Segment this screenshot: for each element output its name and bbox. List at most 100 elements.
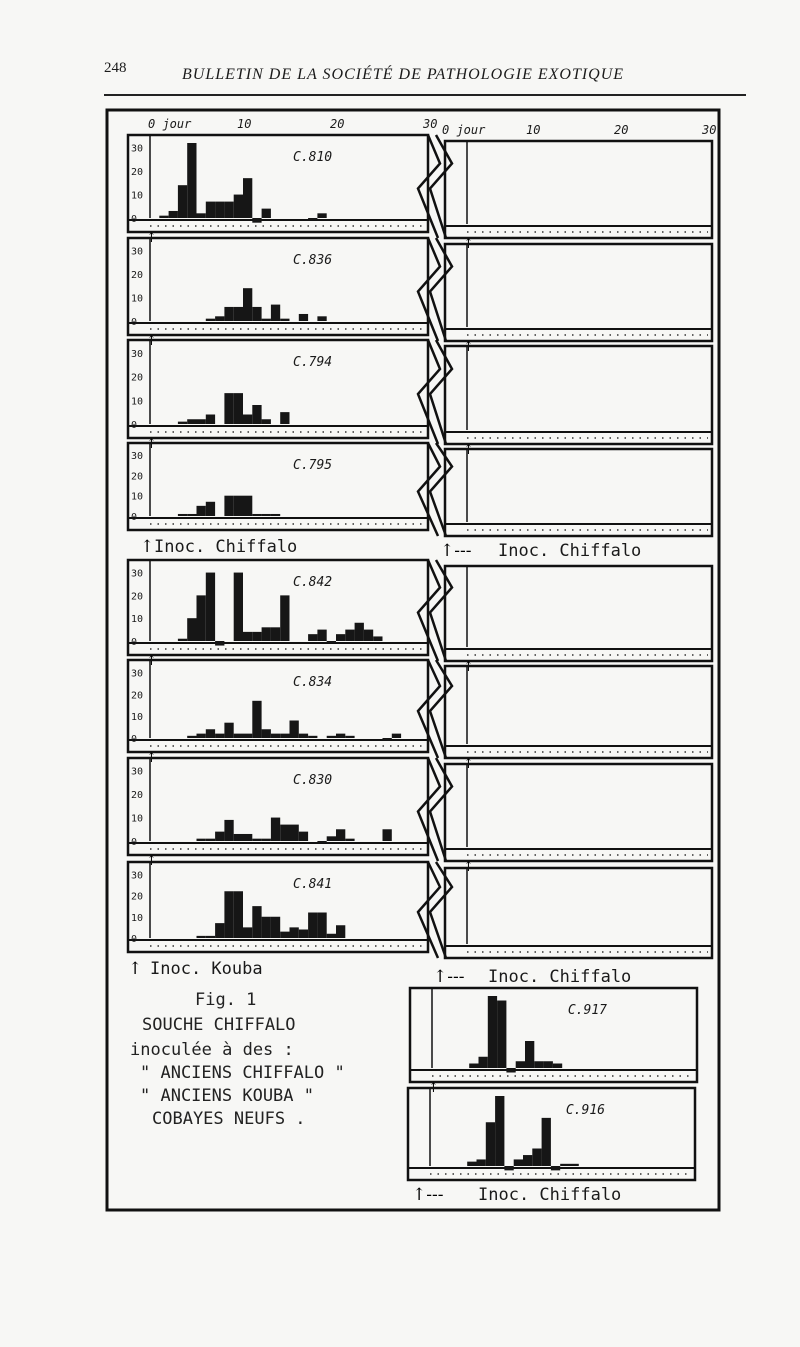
y-tick-30: 30: [131, 668, 143, 679]
panel-right-empty-7: ↑: [443, 762, 714, 875]
bar-C.794-day-6: [205, 414, 216, 424]
y-tick-20: 20: [131, 270, 143, 281]
bar-C.841-day-14: [280, 931, 290, 938]
y-tick-30: 30: [131, 144, 143, 155]
y-tick-0: 0: [131, 837, 137, 848]
bar-C.916-day-10: [523, 1155, 533, 1166]
axis-break-zigzag: [416, 134, 442, 239]
y-tick-10: 10: [131, 614, 143, 625]
inoculation-arrow-icon: ↑: [146, 654, 157, 669]
bar-C.834-day-15: [289, 720, 299, 738]
right-x-header-tick-10: 10: [526, 123, 540, 137]
bar-C.810-day-3: [177, 185, 188, 218]
axis-break-zigzag: [428, 559, 454, 662]
bar-C.842-day-18: [317, 629, 327, 641]
axis-break-zigzag: [416, 659, 442, 759]
caption-line-1: SOUCHE CHIFFALO: [142, 1015, 296, 1035]
bar-C.830-day-19: [326, 836, 336, 841]
bar-C.794-day-9: [233, 393, 243, 424]
bar-C.842-day-12: [261, 627, 271, 641]
bar-C.810-day-4: [187, 143, 197, 218]
panel-right-empty-1: ↑: [443, 139, 714, 252]
y-tick-10: 10: [131, 191, 143, 202]
arrow-dashed-icon: ↑---: [440, 541, 471, 561]
panel-border: [443, 139, 714, 240]
bar-C.795-day-8: [224, 495, 234, 516]
bar-C.842-day-21: [345, 629, 355, 641]
panel-border: [126, 558, 430, 657]
panel-border: [443, 664, 714, 760]
bar-C.842-day-9: [233, 572, 243, 641]
panel-border: [443, 344, 714, 446]
bar-C.917-day-10: [525, 1041, 535, 1068]
panel-border: [126, 658, 430, 754]
bar-C.842-day-17: [308, 634, 318, 641]
arrow-dashed-icon: ↑---: [412, 1185, 443, 1205]
running-head: BULLETIN DE LA SOCIÉTÉ DE PATHOLOGIE EXO…: [182, 66, 625, 83]
bar-C.834-day-21: [345, 735, 355, 738]
panel-C.836: 30 20 10 0 C.836 ↑: [126, 236, 430, 349]
chart-label: C.836: [293, 253, 332, 268]
y-tick-10: 10: [131, 712, 143, 723]
bar-C.830-day-25: [382, 829, 392, 841]
bar-C.841-day-20: [336, 925, 346, 938]
bar-C.830-day-15: [289, 824, 299, 841]
bar-C.916-day-11: [532, 1148, 542, 1166]
bar-C.794-day-11: [252, 405, 262, 424]
y-tick-10: 10: [131, 294, 143, 305]
bar-C.794-day-3: [177, 421, 188, 424]
arrow-icon: ↑: [140, 537, 154, 557]
y-tick-30: 30: [131, 247, 143, 258]
y-tick-20: 20: [131, 591, 143, 602]
bar-C.810-day-8: [224, 201, 234, 218]
left-x-header-tick-30: 30: [422, 117, 437, 131]
bar-C.794-day-8: [224, 393, 234, 424]
header-rule: [104, 94, 746, 96]
bar-C.842-day-4: [187, 618, 197, 641]
bar-C.834-day-7: [215, 733, 225, 738]
chart-label: C.834: [293, 675, 332, 690]
bar-C.836-day-7: [215, 316, 225, 321]
bar-C.917-day-13: [552, 1063, 563, 1068]
bar-C.830-day-10: [243, 833, 253, 841]
axis-break-zigzag: [416, 339, 442, 445]
inoculation-arrow-icon: ↑: [463, 660, 474, 675]
bar-C.830-day-16: [298, 831, 309, 841]
caption-line-4: " ANCIENS KOUBA ": [140, 1086, 314, 1106]
bar-C.795-day-9: [233, 495, 243, 516]
arrow-icon: ↑: [128, 959, 142, 979]
caption-line-3: " ANCIENS CHIFFALO ": [140, 1063, 345, 1083]
bar-C.836-day-8: [224, 306, 234, 321]
bar-C.794-day-14: [280, 412, 290, 424]
bar-C.841-day-8: [224, 891, 234, 938]
bar-C.916-day-4: [467, 1161, 477, 1166]
y-tick-10: 10: [131, 814, 143, 825]
y-tick-20: 20: [131, 892, 143, 903]
bar-C.830-day-9: [233, 833, 243, 841]
bar-C.842-day-11: [252, 631, 262, 641]
bar-C.836-day-12: [261, 318, 271, 321]
bar-C.842-day-6: [205, 572, 216, 641]
bar-C.841-day-7: [215, 923, 225, 938]
figure-frame: [105, 108, 721, 1212]
bar-C.834-day-5: [196, 733, 206, 738]
bar-C.834-day-11: [252, 700, 262, 738]
bar-C.810-day-9: [233, 194, 243, 218]
left-x-header-tick-10: 10: [237, 117, 251, 131]
bar-C.917-day-7: [497, 1000, 507, 1068]
bar-C.834-day-17: [308, 735, 318, 738]
y-tick-0: 0: [131, 637, 137, 648]
bar-C.836-day-14: [280, 318, 290, 321]
bar-C.916-day-7: [495, 1096, 505, 1166]
axis-break-zigzag: [416, 559, 442, 662]
label-inoc-chiffalo-bottom: Inoc. Chiffalo: [478, 1185, 621, 1205]
bar-C.917-day-12: [543, 1061, 553, 1068]
y-tick-30: 30: [131, 767, 143, 778]
page-number: 248: [104, 60, 127, 76]
bar-C.836-day-13: [270, 304, 281, 321]
bar-C.841-day-12: [261, 916, 271, 938]
bar-C.916-day-6: [485, 1122, 496, 1166]
